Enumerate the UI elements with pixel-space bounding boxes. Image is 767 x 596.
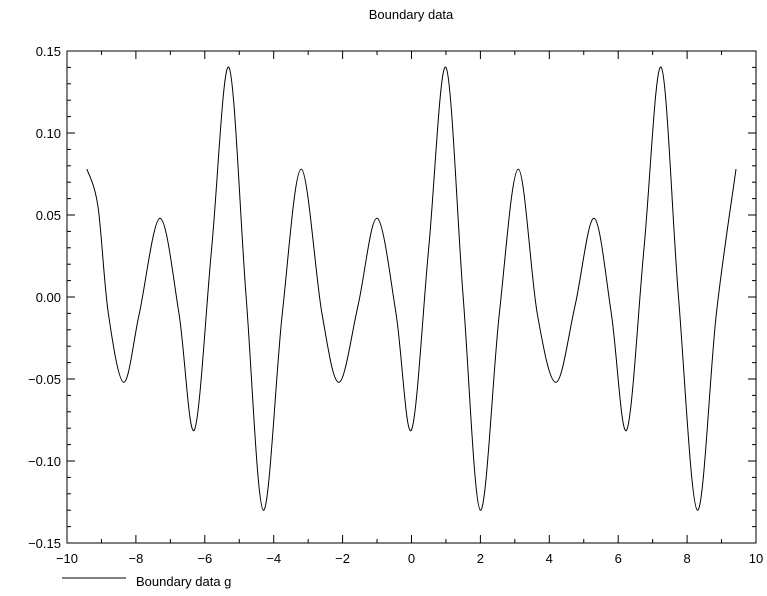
x-axis: −10 −8 −6 −4 −2 0 2 4 6 8 10 xyxy=(56,51,763,566)
x-tick-label: 8 xyxy=(683,551,690,566)
y-tick-label: 0.05 xyxy=(36,208,61,223)
y-tick-label: 0.10 xyxy=(36,126,61,141)
x-tick-label: 0 xyxy=(408,551,415,566)
x-tick-label: 6 xyxy=(615,551,622,566)
x-tick-label: 10 xyxy=(749,551,763,566)
chart-title: Boundary data xyxy=(369,7,454,22)
y-tick-label: −0.05 xyxy=(28,372,61,387)
x-tick-label: −2 xyxy=(335,551,350,566)
x-tick-label: 2 xyxy=(477,551,484,566)
legend-label: Boundary data g xyxy=(136,574,231,589)
y-tick-label: −0.10 xyxy=(28,454,61,469)
y-tick-label: −0.15 xyxy=(28,536,61,551)
x-tick-label: −4 xyxy=(266,551,281,566)
x-tick-label: −10 xyxy=(56,551,78,566)
plot-frame xyxy=(67,51,756,543)
x-tick-label: −8 xyxy=(128,551,143,566)
series-line-boundary-data-g xyxy=(87,67,736,510)
y-tick-label: 0.15 xyxy=(36,44,61,59)
y-axis: −0.15 −0.10 −0.05 0.00 0.05 0.10 0.15 xyxy=(28,44,756,551)
legend: Boundary data g xyxy=(62,574,231,589)
x-tick-label: −6 xyxy=(197,551,212,566)
y-tick-label: 0.00 xyxy=(36,290,61,305)
x-tick-label: 4 xyxy=(546,551,553,566)
